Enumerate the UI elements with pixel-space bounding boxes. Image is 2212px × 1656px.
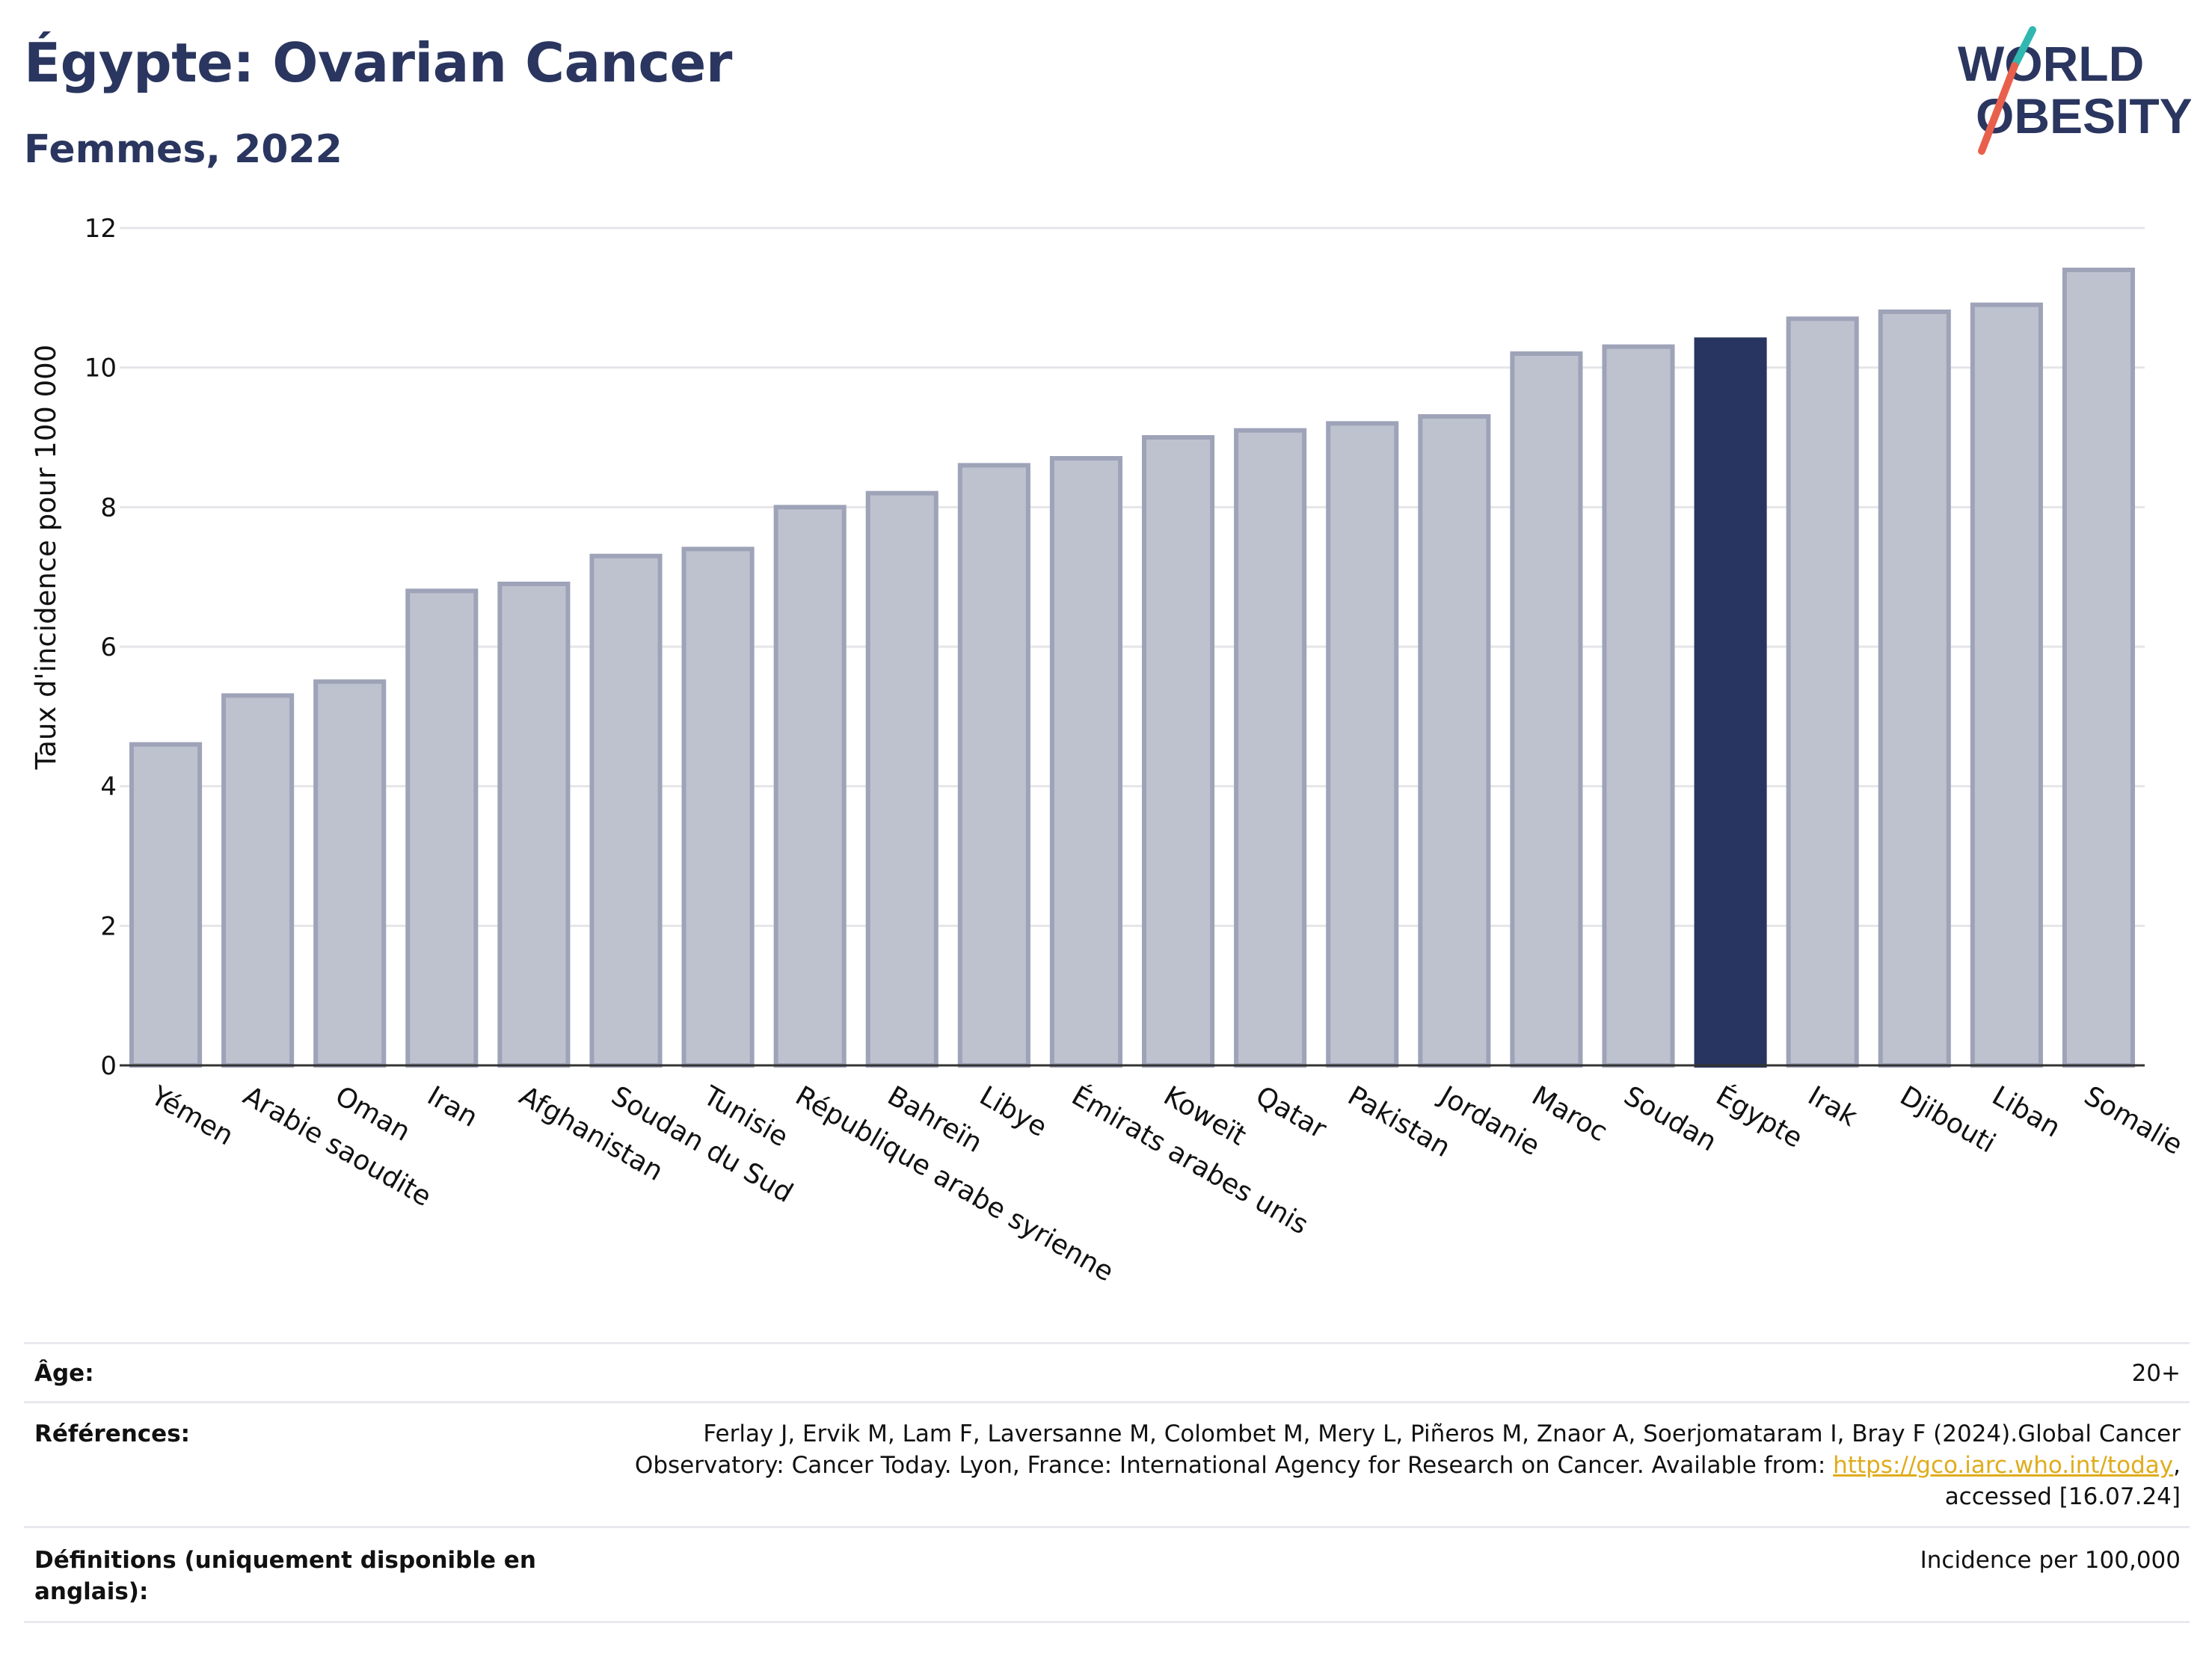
bar [497,582,571,1068]
chart-title: Égypte: Ovarian Cancer [24,31,732,94]
references-link[interactable]: https://gco.iarc.who.int/today [1833,1452,2174,1479]
references-text: Ferlay J, Ervik M, Lam F, Laversanne M, … [634,1420,2181,1479]
logo-text-obesity: OBESITY [1976,88,2191,144]
references-label: Références: [34,1420,191,1447]
footer-table: Âge: 20+ Références: Ferlay J, Ervik M, … [24,1342,2190,1623]
y-tick-label: 0 [100,1051,117,1081]
bar [681,547,755,1068]
y-axis-title: Taux d'incidence pour 100 000 [30,345,62,770]
world-obesity-logo: WORLD OBESITY [1958,26,2191,155]
x-tick-label: Pakistan [1342,1080,1455,1163]
bar [2062,268,2135,1068]
x-tick-label: Yémen [145,1080,239,1152]
y-tick-label: 2 [100,911,117,941]
x-tick-label: Djibouti [1895,1080,2000,1159]
x-tick-label: Irak [1803,1080,1863,1133]
y-tick-label: 12 [85,214,117,244]
logo-slash-teal [2011,26,2036,70]
bar [1694,337,1767,1068]
bar [773,505,847,1068]
x-tick-label: Iran [422,1080,482,1133]
references-tail: , accessed [16.07.24] [1944,1452,2181,1510]
bar [1049,456,1122,1068]
y-tick-label: 8 [100,493,117,523]
bars [129,268,2135,1068]
age-value: 20+ [2131,1360,2181,1387]
bar [1786,316,1859,1068]
bar [405,588,479,1068]
bar [1142,435,1215,1068]
footer-row-definitions: Définitions (uniquement disponible en an… [24,1526,2190,1623]
definitions-label: Définitions (uniquement disponible en an… [34,1547,536,1605]
x-tick-label: République arabe syrienne [790,1080,1119,1287]
y-tick-label: 4 [100,772,117,802]
bar [865,490,938,1068]
y-tick-label: 6 [100,632,117,662]
logo-slash-red [1978,62,2018,155]
bar [221,693,295,1068]
bar [313,679,387,1068]
references-value: Ferlay J, Ervik M, Lam F, Laversanne M, … [573,1418,2181,1512]
bar [1970,302,2043,1068]
y-tick-labels: 0 2 4 6 8 10 12 [85,214,117,1081]
bar [589,553,663,1068]
bar [1510,351,1583,1068]
bar [1418,414,1491,1068]
definitions-value: Incidence per 100,000 [1920,1547,2181,1574]
bar [129,742,203,1068]
x-tick-label: Soudan [1619,1080,1722,1157]
x-tick-label: Jordanie [1434,1080,1545,1162]
bar [1878,310,1951,1068]
chart-subtitle: Femmes, 2022 [24,127,342,172]
bar [1234,428,1307,1068]
y-tick-label: 10 [85,354,117,384]
footer-row-age: Âge: 20+ [24,1342,2190,1401]
bar [1602,344,1675,1068]
age-label: Âge: [34,1360,94,1387]
x-tick-label: Somalie [2079,1080,2187,1161]
logo-text-world: WORLD [1958,36,2144,91]
bar [957,463,1030,1068]
x-tick-label: Qatar [1250,1080,1331,1145]
x-tick-label: Égypte [1711,1080,1808,1154]
footer-row-references: Références: Ferlay J, Ervik M, Lam F, La… [24,1401,2190,1526]
bar [1326,421,1399,1068]
